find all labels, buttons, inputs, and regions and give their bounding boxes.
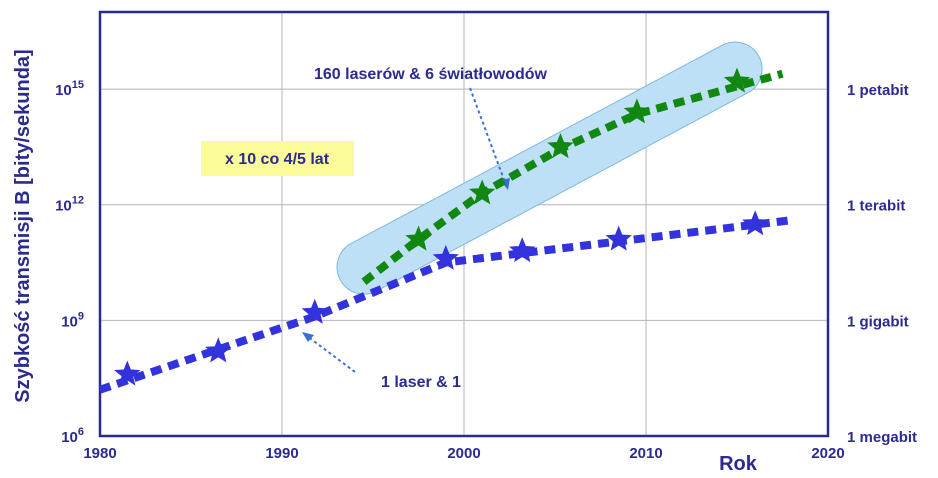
blue-star-point	[205, 337, 232, 363]
x-tick-label: 2010	[629, 445, 662, 462]
series-layer	[98, 67, 793, 394]
x-tick-labels: 1980 1990 2000 2010 2020	[83, 445, 844, 462]
y-tick-label-left: 1015	[55, 79, 84, 99]
blue-star-point	[742, 210, 769, 236]
blue-star-point	[301, 298, 328, 324]
rate-box-label: x 10 co 4/5 lat	[225, 151, 330, 168]
blue-star-point	[509, 237, 536, 263]
y-tick-label-right: 1 gigabit	[847, 313, 909, 330]
x-tick-label: 1980	[83, 445, 116, 462]
green-star-point	[723, 67, 751, 93]
y-axis-title: Szybkość transmisji B [bity/sekunda]	[12, 49, 34, 402]
y-tick-label-left: 109	[61, 310, 84, 330]
x-tick-label: 2000	[447, 445, 480, 462]
blue-star-point	[114, 360, 141, 386]
x-tick-label: 2020	[811, 445, 844, 462]
green-star-point	[469, 179, 496, 205]
y-tick-label-right: 1 terabit	[847, 198, 905, 215]
rate-box	[201, 141, 354, 176]
blue-series-label: 1 laser & 1	[381, 374, 461, 391]
y-tick-label-right: 1 petabit	[847, 82, 909, 99]
green-star-point	[405, 225, 432, 251]
plot-frame	[98, 10, 830, 438]
blue-label-arrow	[302, 332, 356, 373]
blue-star-point	[432, 244, 459, 270]
y-tick-labels-right: 1 megabit 1 gigabit 1 terabit 1 petabit	[847, 82, 917, 446]
x-axis-title: Rok	[719, 453, 758, 475]
y-tick-label-left: 106	[61, 426, 84, 446]
green-series-label: 160 laserów & 6 światłowodów	[314, 66, 548, 83]
y-tick-label-right: 1 megabit	[847, 429, 917, 446]
green-star-point	[547, 133, 574, 159]
y-tick-labels-left: 106 109 1012 1015	[55, 79, 84, 446]
y-tick-label-left: 1012	[55, 195, 84, 215]
green-star-point	[623, 98, 651, 124]
green-series-line	[361, 69, 784, 285]
blue-star-point	[605, 225, 632, 251]
x-tick-label: 1990	[265, 445, 298, 462]
